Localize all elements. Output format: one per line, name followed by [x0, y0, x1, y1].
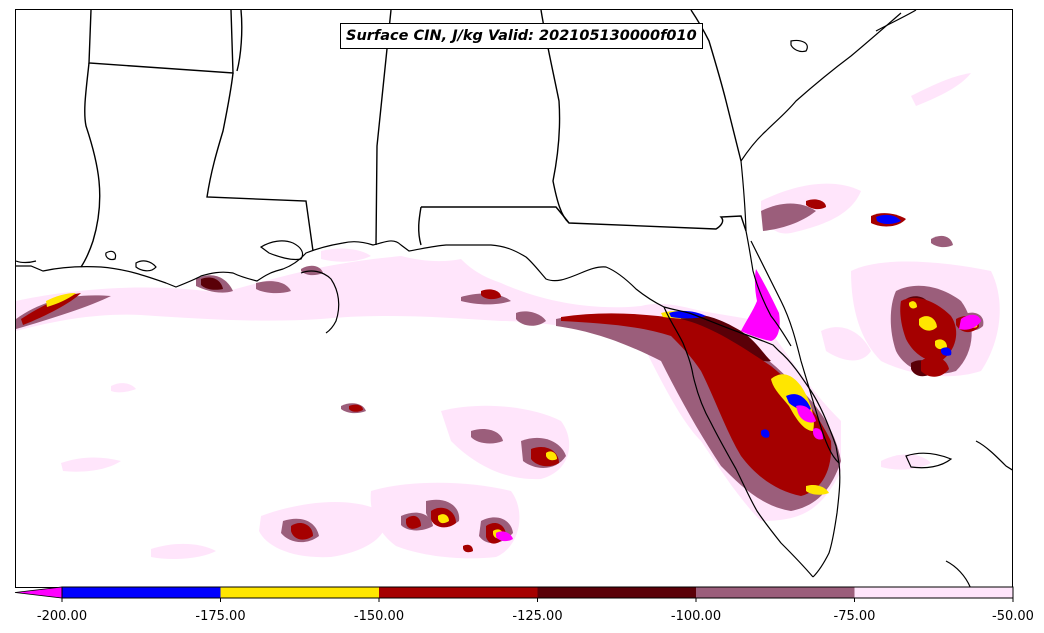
- colorbar-levels: [62, 587, 1013, 598]
- cin-layer-magenta: [496, 269, 981, 542]
- colorbar-tick-label: -100.00: [670, 609, 722, 624]
- map-panel: Surface CIN, J/kg Valid: 202105130000f01…: [15, 9, 1013, 588]
- colorbar-tick-label: -150.00: [353, 609, 405, 624]
- coastline: [16, 10, 1012, 587]
- colorbar-level-2: [379, 587, 538, 598]
- colorbar-ticks: [61, 598, 1014, 602]
- state-boundaries: [80, 10, 747, 268]
- map-title: Surface CIN, J/kg Valid: 202105130000f01…: [340, 23, 703, 49]
- colorbar-tick-label: -125.00: [512, 609, 563, 624]
- colorbar-tick-label: -50.00: [992, 609, 1034, 624]
- colorbar-tick-label: -75.00: [833, 609, 876, 624]
- colorbar-extend-min: [14, 586, 63, 599]
- cin-map: [16, 10, 1012, 587]
- colorbar-level-0: [62, 587, 221, 598]
- colorbar-level-1: [220, 587, 379, 598]
- colorbar-tick-label: -200.00: [36, 609, 88, 624]
- colorbar-level-4: [696, 587, 855, 598]
- cin-layer-light-pink: [16, 73, 1000, 559]
- colorbar: [14, 586, 1014, 602]
- colorbar-level-5: [854, 587, 1013, 598]
- colorbar-level-3: [537, 587, 696, 598]
- colorbar-tick-label: -175.00: [195, 609, 246, 624]
